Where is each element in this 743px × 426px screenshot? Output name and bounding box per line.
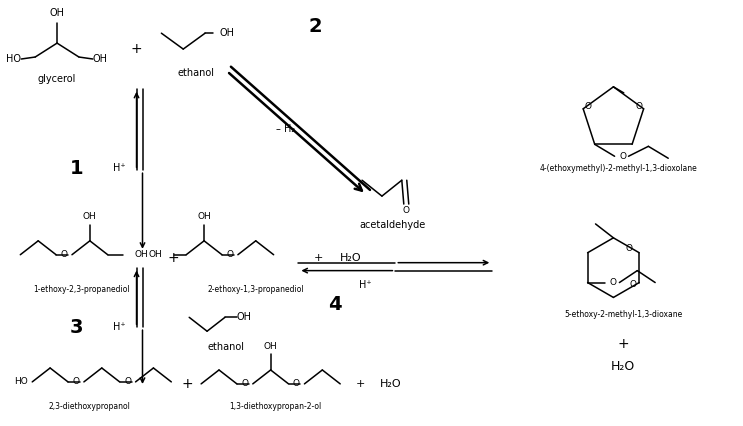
Text: O: O xyxy=(227,250,233,259)
Text: O: O xyxy=(619,152,626,161)
Text: OH: OH xyxy=(134,250,149,259)
Text: +: + xyxy=(355,379,365,389)
Text: H⁺: H⁺ xyxy=(114,322,126,332)
Text: OH: OH xyxy=(237,312,252,322)
Text: O: O xyxy=(293,380,300,389)
Text: +: + xyxy=(617,337,629,351)
Text: – H₂: – H₂ xyxy=(276,124,295,134)
Text: ethanol: ethanol xyxy=(178,68,215,78)
Text: 1-ethoxy-2,3-propanediol: 1-ethoxy-2,3-propanediol xyxy=(33,285,130,294)
Text: 2: 2 xyxy=(308,17,322,36)
Text: 1: 1 xyxy=(70,159,84,178)
Text: O: O xyxy=(241,380,248,389)
Text: HO: HO xyxy=(14,377,28,386)
Text: O: O xyxy=(610,278,617,287)
Text: O: O xyxy=(635,102,642,111)
Text: +: + xyxy=(181,377,193,391)
Text: O: O xyxy=(402,205,409,215)
Text: OH: OH xyxy=(50,9,65,18)
Text: OH: OH xyxy=(220,28,235,38)
Text: OH: OH xyxy=(83,213,97,222)
Text: OH: OH xyxy=(149,250,163,259)
Text: HO: HO xyxy=(6,54,22,64)
Text: H⁺: H⁺ xyxy=(359,279,372,290)
Text: H⁺: H⁺ xyxy=(114,163,126,173)
Text: acetaldehyde: acetaldehyde xyxy=(360,220,426,230)
Text: O: O xyxy=(626,244,633,253)
Text: ethanol: ethanol xyxy=(207,342,244,352)
Text: 1,3-diethoxypropan-2-ol: 1,3-diethoxypropan-2-ol xyxy=(230,402,322,411)
Text: 4-(ethoxymethyl)-2-methyl-1,3-dioxolane: 4-(ethoxymethyl)-2-methyl-1,3-dioxolane xyxy=(539,164,697,173)
Text: O: O xyxy=(124,377,131,386)
Text: 2,3-diethoxypropanol: 2,3-diethoxypropanol xyxy=(49,402,131,411)
Text: OH: OH xyxy=(93,54,108,64)
Text: H₂O: H₂O xyxy=(380,379,401,389)
Text: H₂O: H₂O xyxy=(340,253,362,263)
Text: OH: OH xyxy=(264,342,278,351)
Text: 4: 4 xyxy=(328,295,342,314)
Text: OH: OH xyxy=(197,213,211,222)
Text: O: O xyxy=(72,377,80,386)
Text: 2-ethoxy-1,3-propanediol: 2-ethoxy-1,3-propanediol xyxy=(207,285,304,294)
Text: H₂O: H₂O xyxy=(611,360,635,374)
Text: O: O xyxy=(630,280,637,289)
Text: +: + xyxy=(314,253,323,263)
Text: glycerol: glycerol xyxy=(38,74,77,84)
Text: +: + xyxy=(167,251,179,265)
Text: O: O xyxy=(585,102,591,111)
Text: 5-ethoxy-2-methyl-1,3-dioxane: 5-ethoxy-2-methyl-1,3-dioxane xyxy=(564,310,683,319)
Text: O: O xyxy=(60,250,68,259)
Text: +: + xyxy=(131,42,143,56)
Text: 3: 3 xyxy=(70,318,84,337)
